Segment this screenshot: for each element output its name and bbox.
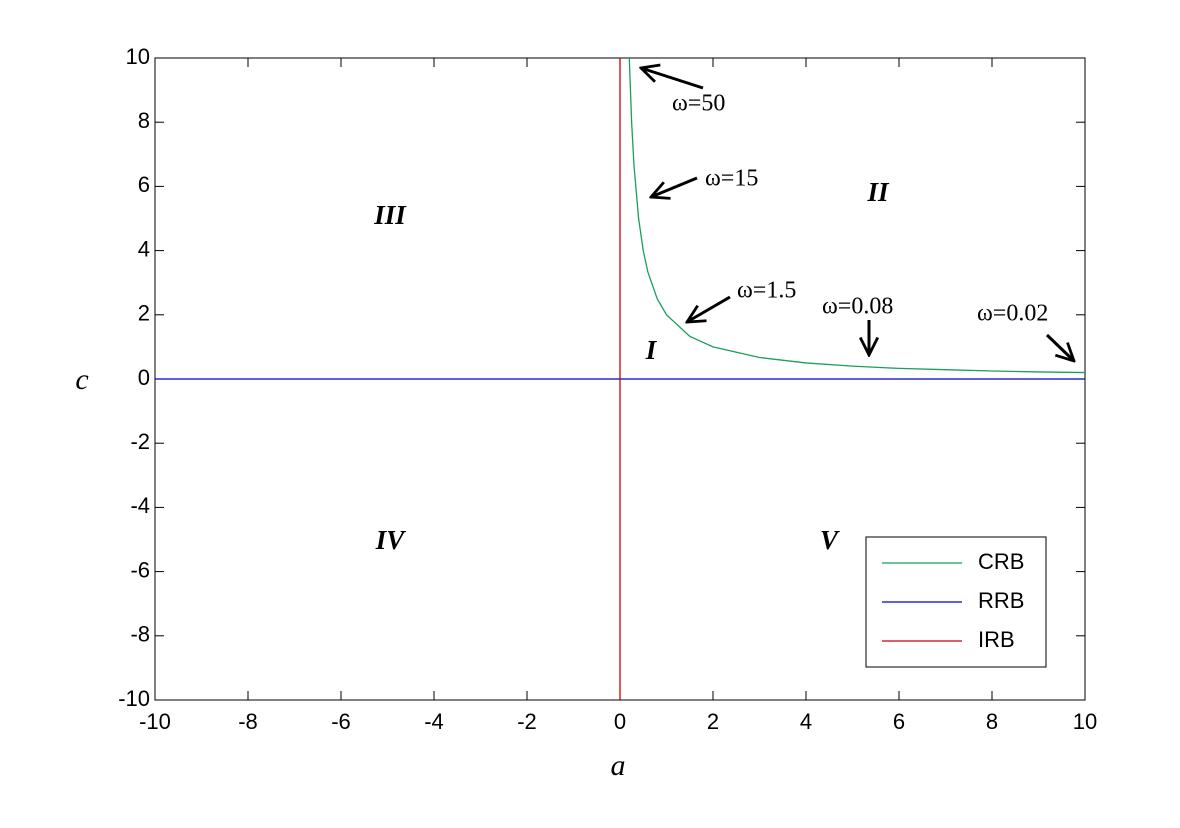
annotation: ω=0.02: [977, 301, 1048, 327]
x-tick-label: -8: [238, 709, 258, 734]
annotation: ω=0.08: [822, 294, 893, 320]
x-tick-label: -6: [331, 709, 351, 734]
y-tick-label: 6: [138, 172, 150, 197]
y-axis-label: c: [75, 363, 88, 396]
x-axis-label: a: [611, 749, 626, 782]
region-label: V: [820, 525, 840, 555]
y-tick-label: 8: [138, 108, 150, 133]
region-label: III: [373, 200, 407, 230]
annotation-arrow: [1045, 333, 1074, 361]
annotation: ω=1.5: [737, 278, 796, 304]
x-tick-label: -2: [517, 709, 537, 734]
y-tick-label: -10: [118, 686, 150, 711]
legend: CRB RRB IRB: [865, 536, 1047, 668]
region-label: II: [866, 177, 890, 207]
x-tick-label: 4: [800, 709, 812, 734]
legend-label: IRB: [978, 627, 1015, 652]
y-tick-label: 2: [138, 301, 150, 326]
x-tick-label: 2: [707, 709, 719, 734]
x-tick-label: 10: [1073, 709, 1097, 734]
legend-label: CRB: [978, 549, 1024, 574]
annotation-arrow: [641, 68, 704, 90]
x-tick-label: -4: [424, 709, 444, 734]
annotation-arrow: [651, 176, 698, 197]
region-label: I: [645, 335, 658, 365]
series-line: [628, 57, 1086, 374]
y-tick-label: -6: [130, 557, 150, 582]
y-tick-label: 10: [126, 44, 150, 69]
legend-label: RRB: [978, 588, 1024, 613]
y-tick-label: 0: [138, 365, 150, 390]
annotation: ω=15: [705, 166, 758, 192]
y-tick-label: -2: [130, 429, 150, 454]
y-tick-label: 4: [138, 236, 150, 261]
x-tick-label: 8: [986, 709, 998, 734]
annotation: ω=50: [672, 91, 725, 117]
y-tick-label: -8: [130, 622, 150, 647]
region-label: IV: [375, 525, 407, 555]
x-tick-label: 6: [893, 709, 905, 734]
x-tick-label: -10: [139, 709, 171, 734]
x-tick-label: 0: [614, 709, 626, 734]
y-tick-label: -4: [130, 493, 150, 518]
annotation-arrow: [687, 295, 731, 322]
